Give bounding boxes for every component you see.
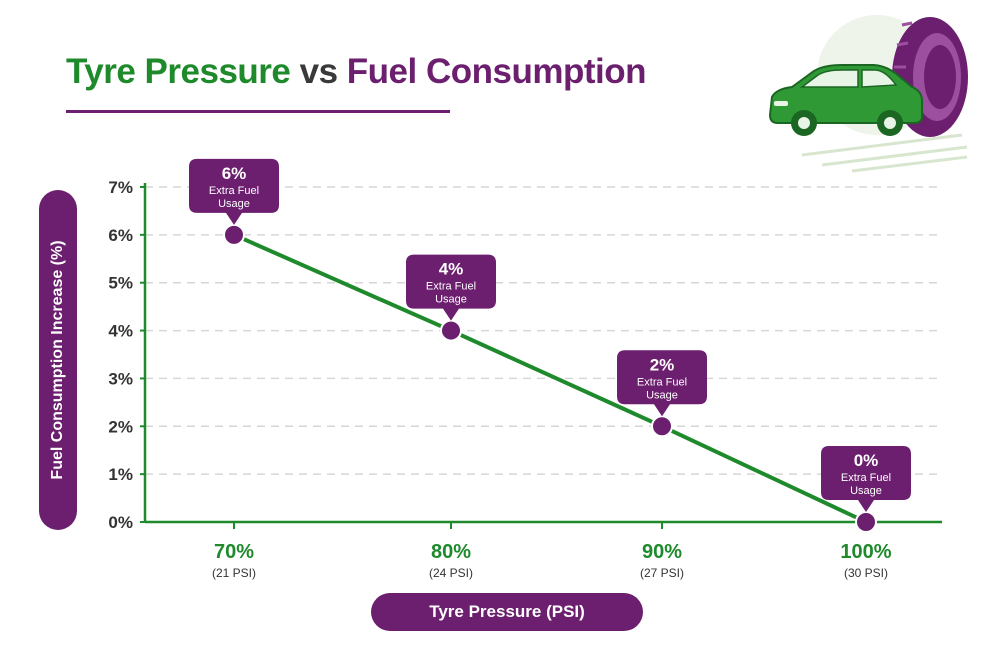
car-with-tyre-icon xyxy=(768,15,968,173)
data-label-caption: Usage xyxy=(435,294,467,306)
data-point xyxy=(223,223,245,246)
x-tick-sublabel: (30 PSI) xyxy=(844,566,888,580)
x-tick-label: 100% xyxy=(840,541,891,563)
chart-title: Tyre Pressure vs Fuel Consumption xyxy=(66,52,647,92)
data-point xyxy=(651,415,673,438)
y-tick-label: 2% xyxy=(108,417,133,436)
y-tick-label: 7% xyxy=(108,178,133,197)
title-part-vs: vs xyxy=(299,52,338,91)
x-tick-label: 70% xyxy=(214,541,254,563)
x-tick-label: 90% xyxy=(642,541,682,563)
car-icon xyxy=(768,64,923,136)
data-label-caption: Extra Fuel xyxy=(209,185,259,197)
title-part-fuel-consumption: Fuel Consumption xyxy=(346,52,647,91)
data-label-callout xyxy=(617,350,707,417)
x-tick-label: 80% xyxy=(431,541,471,563)
y-tick-label: 3% xyxy=(108,369,133,388)
y-tick-label: 6% xyxy=(108,226,133,245)
x-tick-sublabel: (27 PSI) xyxy=(640,566,684,580)
data-label-callout xyxy=(406,254,496,321)
data-label-caption: Usage xyxy=(646,389,678,401)
x-tick-sublabel: (24 PSI) xyxy=(429,566,473,580)
data-label-caption: Extra Fuel xyxy=(426,281,476,293)
x-tick-sublabel: (21 PSI) xyxy=(212,566,256,580)
data-label-value: 0% xyxy=(854,451,879,470)
data-label-caption: Usage xyxy=(218,198,250,210)
data-label-value: 4% xyxy=(439,260,464,279)
data-point xyxy=(440,319,462,342)
title-part-tyre-pressure: Tyre Pressure xyxy=(66,52,291,91)
data-label-caption: Usage xyxy=(850,485,882,497)
data-label-value: 6% xyxy=(222,164,247,183)
data-label-value: 2% xyxy=(650,355,675,374)
data-point xyxy=(855,511,877,533)
y-tick-label: 4% xyxy=(108,322,133,341)
data-label-callout xyxy=(821,446,911,512)
y-tick-label: 1% xyxy=(108,465,133,484)
y-tick-label: 0% xyxy=(108,513,133,532)
road-lines xyxy=(801,133,968,173)
data-label-caption: Extra Fuel xyxy=(637,376,687,388)
y-axis-label: Fuel Consumption Increase (%) xyxy=(39,190,77,530)
data-label-caption: Extra Fuel xyxy=(841,472,891,484)
data-label-callout xyxy=(189,158,279,225)
title-underline xyxy=(66,110,450,113)
y-tick-label: 5% xyxy=(108,274,133,293)
x-axis-label: Tyre Pressure (PSI) xyxy=(371,593,643,631)
series-line xyxy=(233,233,867,524)
